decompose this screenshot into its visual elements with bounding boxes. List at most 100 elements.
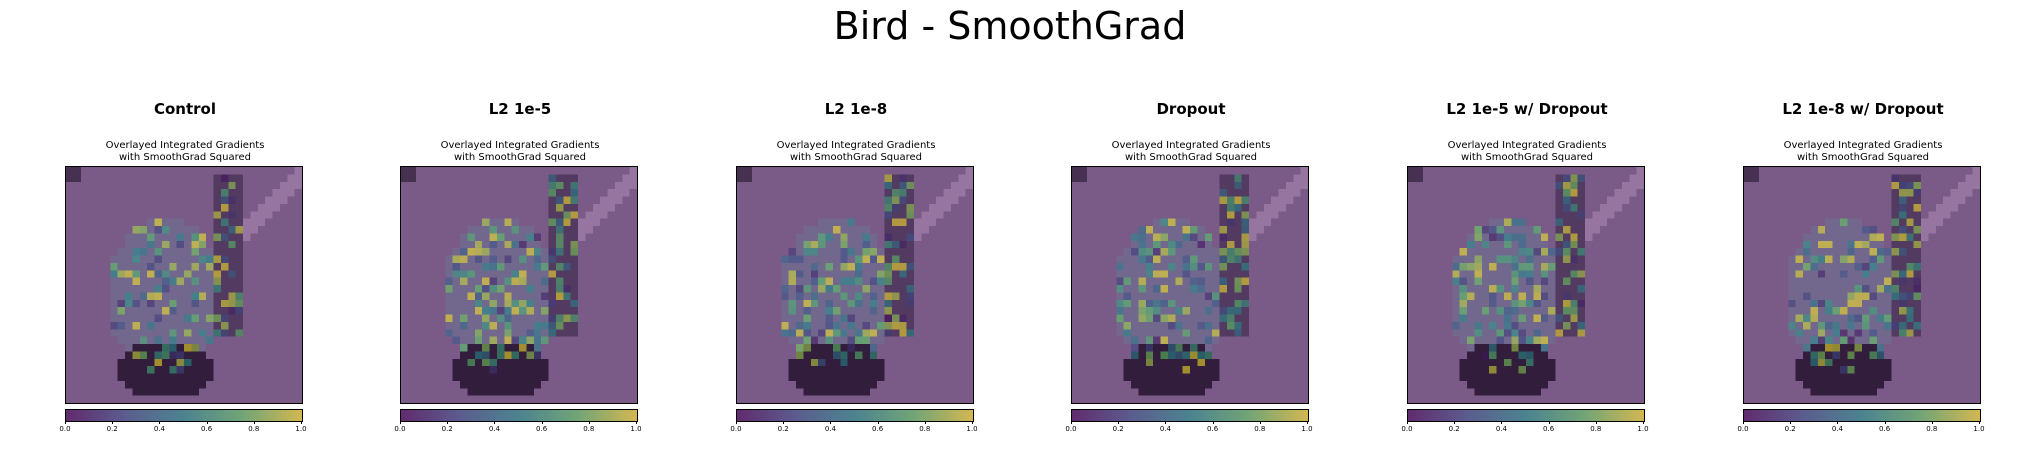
subtitle-line-2: with SmoothGrad Squared (1124, 152, 1258, 163)
colorbar-tick (1407, 421, 1408, 424)
panel-subtitle: Overlayed Integrated Gradients with Smoot… (1031, 140, 1351, 164)
panel-4: Dropout Overlayed Integrated Gradients wit… (1065, 100, 1313, 440)
colorbar-tick (400, 421, 401, 424)
colorbar-tick (541, 421, 543, 424)
colorbar-tick (588, 421, 590, 424)
colorbar-tick (1548, 421, 1550, 424)
attribution-heatmap-image (1743, 166, 1981, 404)
colorbar-tick-label: 0.2 (1784, 425, 1796, 433)
colorbar-tick (783, 421, 785, 424)
colorbar-tick (1307, 421, 1308, 424)
colorbar-ticks: 0.0 0.2 0.4 0.6 0.8 1.0 (730, 421, 978, 437)
colorbar-tick-label: 0.4 (824, 425, 836, 433)
colorbar (1407, 409, 1645, 422)
colorbar-tick-label: 0.4 (1495, 425, 1507, 433)
colorbar-tick-label: 1.0 (1637, 425, 1649, 433)
panel-title: Control (153, 100, 216, 118)
colorbar-tick (1595, 421, 1597, 424)
colorbar-tick-label: 0.8 (919, 425, 931, 433)
colorbar (1071, 409, 1309, 422)
subtitle-line-1: Overlayed Integrated Gradients (1783, 140, 1943, 151)
panel-title: L2 1e-5 (488, 100, 552, 118)
colorbar-tick-label: 0.2 (106, 425, 118, 433)
subtitle-line-2: with SmoothGrad Squared (118, 152, 252, 163)
colorbar-tick (1454, 421, 1456, 424)
colorbar-tick (494, 421, 496, 424)
colorbar-tick (972, 421, 973, 424)
colorbar-tick (1790, 421, 1792, 424)
colorbar-tick (253, 421, 255, 424)
attribution-heatmap-image (736, 166, 974, 404)
panel-subtitle: Overlayed Integrated Gradients with Smoot… (696, 140, 1016, 164)
colorbar-tick (830, 421, 832, 424)
colorbar-ticks: 0.0 0.2 0.4 0.6 0.8 1.0 (59, 421, 307, 437)
colorbar-tick (1884, 421, 1886, 424)
panel-5: L2 1e-5 w/ Dropout Overlayed Integrated G… (1401, 100, 1649, 440)
colorbar-tick (447, 421, 449, 424)
colorbar-tick (1165, 421, 1167, 424)
colorbar-tick-label: 1.0 (1301, 425, 1313, 433)
colorbar-tick-label: 0.4 (153, 425, 165, 433)
panel-subtitle: Overlayed Integrated Gradients with Smoot… (1703, 140, 2020, 164)
colorbar-tick (636, 421, 637, 424)
attribution-heatmap-image (65, 166, 303, 404)
colorbar-tick (1743, 421, 1744, 424)
colorbar-ticks: 0.0 0.2 0.4 0.6 0.8 1.0 (1065, 421, 1313, 437)
colorbar-tick-label: 0.6 (536, 425, 548, 433)
colorbar (400, 409, 638, 422)
panel-1: Control Overlayed Integrated Gradients wit… (59, 100, 307, 440)
colorbar-tick-label: 0.6 (1543, 425, 1555, 433)
colorbar (65, 409, 303, 422)
colorbar-tick-label: 0.4 (1831, 425, 1843, 433)
panel-subtitle: Overlayed Integrated Gradients with Smoot… (25, 140, 345, 164)
colorbar (1743, 409, 1981, 422)
colorbar-tick-label: 0.0 (1737, 425, 1749, 433)
panel-title: L2 1e-5 w/ Dropout (1446, 100, 1608, 118)
colorbar-tick (1931, 421, 1933, 424)
subtitle-line-1: Overlayed Integrated Gradients (440, 140, 600, 151)
colorbar-tick-label: 0.2 (777, 425, 789, 433)
colorbar-tick (1837, 421, 1839, 424)
colorbar-tick-label: 0.6 (1207, 425, 1219, 433)
colorbar-tick-label: 0.8 (1926, 425, 1938, 433)
colorbar-tick (65, 421, 66, 424)
colorbar-ticks: 0.0 0.2 0.4 0.6 0.8 1.0 (1737, 421, 1985, 437)
colorbar-tick-label: 0.0 (730, 425, 742, 433)
colorbar-tick-label: 0.2 (1448, 425, 1460, 433)
colorbar-tick-label: 0.6 (872, 425, 884, 433)
colorbar-tick-label: 0.8 (1254, 425, 1266, 433)
colorbar-tick-label: 0.6 (201, 425, 213, 433)
subtitle-line-2: with SmoothGrad Squared (789, 152, 923, 163)
attribution-heatmap-image (1407, 166, 1645, 404)
colorbar-tick (206, 421, 208, 424)
colorbar-tick (301, 421, 302, 424)
colorbar-tick (924, 421, 926, 424)
colorbar-tick-label: 0.0 (1065, 425, 1077, 433)
panel-title: Dropout (1156, 100, 1226, 118)
subtitle-line-2: with SmoothGrad Squared (1796, 152, 1930, 163)
colorbar-tick-label: 1.0 (295, 425, 307, 433)
colorbar-ticks: 0.0 0.2 0.4 0.6 0.8 1.0 (394, 421, 642, 437)
colorbar-tick (1118, 421, 1120, 424)
colorbar (736, 409, 974, 422)
colorbar-tick (1259, 421, 1261, 424)
panel-title: L2 1e-8 (824, 100, 888, 118)
subtitle-line-2: with SmoothGrad Squared (1460, 152, 1594, 163)
colorbar-tick-label: 1.0 (1973, 425, 1985, 433)
panel-subtitle: Overlayed Integrated Gradients with Smoot… (1367, 140, 1687, 164)
panel-6: L2 1e-8 w/ Dropout Overlayed Integrated G… (1737, 100, 1985, 440)
colorbar-tick (736, 421, 737, 424)
colorbar-tick-label: 0.4 (1159, 425, 1171, 433)
subtitle-line-1: Overlayed Integrated Gradients (776, 140, 936, 151)
colorbar-tick (159, 421, 161, 424)
panel-title: L2 1e-8 w/ Dropout (1782, 100, 1944, 118)
attribution-heatmap-image (1071, 166, 1309, 404)
colorbar-tick-label: 0.8 (248, 425, 260, 433)
subtitle-line-1: Overlayed Integrated Gradients (105, 140, 265, 151)
attribution-heatmap-image (400, 166, 638, 404)
panel-subtitle: Overlayed Integrated Gradients with Smoot… (360, 140, 680, 164)
colorbar-tick (112, 421, 114, 424)
subtitle-line-1: Overlayed Integrated Gradients (1111, 140, 1271, 151)
colorbar-tick-label: 1.0 (630, 425, 642, 433)
colorbar-ticks: 0.0 0.2 0.4 0.6 0.8 1.0 (1401, 421, 1649, 437)
